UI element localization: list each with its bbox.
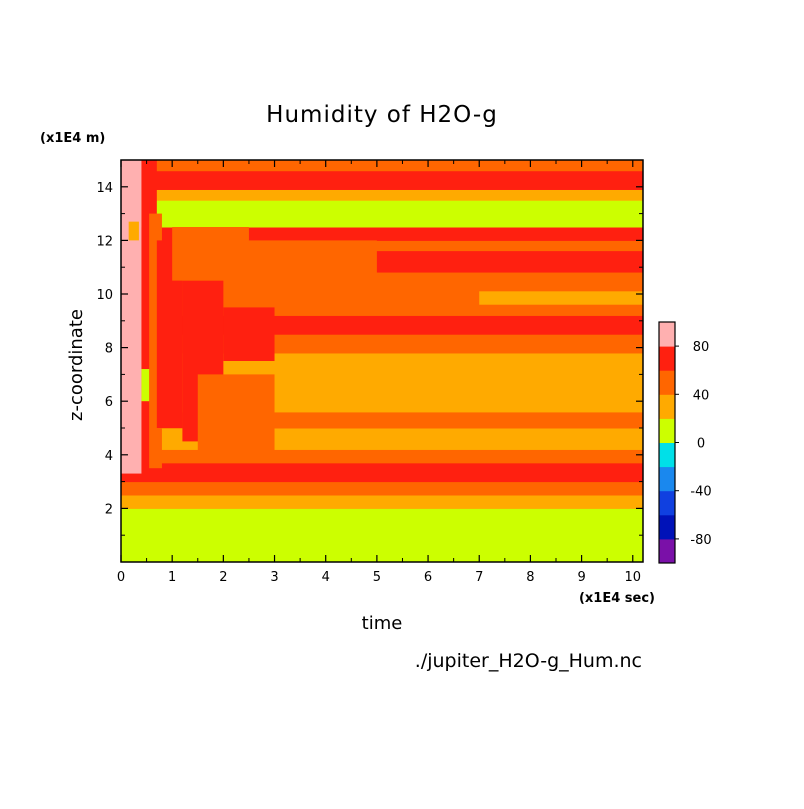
colorbar-segment-7 [659,370,675,395]
y-tick-label-0: 2 [105,502,113,517]
x-tick-label-6: 6 [424,570,432,585]
colorbar-segment-2 [659,490,675,516]
x-tick-label-4: 4 [322,570,330,585]
humidity-band-2 [121,481,643,496]
humidity-band-14 [121,227,643,241]
y-unit-label: (x1E4 m) [40,131,105,146]
humidity-region-4 [141,369,150,402]
colorbar-tick-label-1: 40 [693,388,710,403]
humidity-band-1 [121,495,643,509]
humidity-band-18 [121,160,643,172]
humidity-region-10 [197,374,275,455]
humidity-region-0 [121,160,142,474]
x-axis-label: time [362,613,403,634]
humidity-band-3 [121,462,643,483]
x-tick-label-9: 9 [577,570,585,585]
x-tick-label-7: 7 [475,570,483,585]
x-unit-label: (x1E4 sec) [579,591,655,606]
chart-title: Humidity of H2O-g [266,102,498,128]
colorbar-segment-1 [659,514,675,540]
colorbar-segment-6 [659,394,675,419]
plot-frame [120,159,644,563]
colorbar-tick-label-3: -40 [690,485,711,500]
x-tick-label-3: 3 [270,570,278,585]
x-tick-label-8: 8 [526,570,534,585]
humidity-region-1 [128,221,139,241]
y-tick-label-1: 4 [105,449,113,464]
plot-area [120,159,644,563]
colorbar-tick-label-2: 0 [697,437,705,452]
humidity-band-15 [121,200,643,228]
humidity-band-0 [121,508,643,563]
y-tick-label-5: 12 [96,234,113,249]
humidity-region-12 [479,291,643,305]
x-tick-label-1: 1 [168,570,176,585]
y-tick-label-2: 6 [105,395,113,410]
source-file-label: ./jupiter_H2O-g_Hum.nc [415,650,642,672]
x-tick-label-0: 0 [117,570,125,585]
humidity-region-11 [376,251,643,273]
colorbar-segment-3 [659,466,675,492]
humidity-region-7 [223,307,275,361]
colorbar-segment-9 [659,322,675,347]
humidity-region-8 [172,227,249,281]
y-tick-label-3: 8 [105,342,113,357]
y-axis-label: z-coordinate [66,309,87,421]
humidity-band-17 [121,170,643,190]
colorbar: 80 40 0 -40 -80 [658,321,712,564]
x-tick-label-2: 2 [219,570,227,585]
humidity-band-16 [121,189,643,201]
colorbar-segment-4 [659,442,675,468]
colorbar-segment-8 [659,346,675,371]
colorbar-tick-label-4: -80 [690,533,711,548]
humidity-region-9 [248,240,377,294]
y-tick-label-4: 10 [96,288,113,303]
x-tick-label-10: 10 [624,570,641,585]
colorbar-segment-0 [659,538,675,564]
y-tick-label-6: 14 [96,181,113,196]
x-tick-label-5: 5 [373,570,381,585]
colorbar-tick-label-0: 80 [693,340,710,355]
colorbar-segment-5 [659,418,675,443]
